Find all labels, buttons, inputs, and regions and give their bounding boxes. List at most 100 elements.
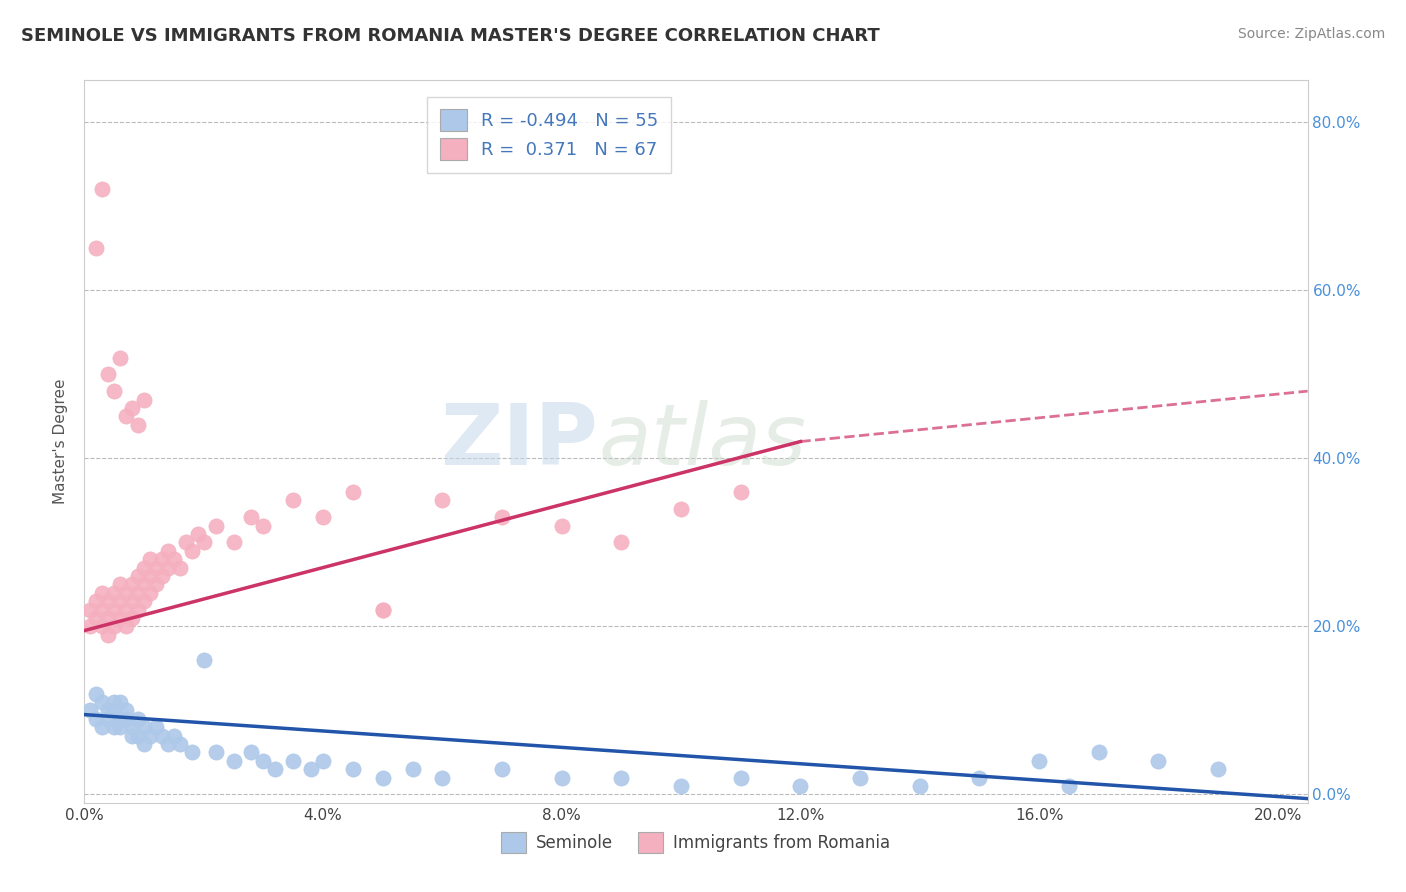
Point <box>342 762 364 776</box>
Point <box>115 703 138 717</box>
Point <box>84 687 107 701</box>
Point <box>91 586 114 600</box>
Point <box>156 543 179 558</box>
Point <box>193 653 215 667</box>
Point <box>127 729 149 743</box>
Point <box>132 577 155 591</box>
Point <box>103 384 125 398</box>
Point <box>127 712 149 726</box>
Point <box>551 518 574 533</box>
Point <box>84 712 107 726</box>
Point <box>252 754 274 768</box>
Point <box>312 754 335 768</box>
Point <box>551 771 574 785</box>
Point <box>789 779 811 793</box>
Point <box>132 720 155 734</box>
Point <box>163 552 186 566</box>
Point <box>371 602 394 616</box>
Point <box>169 560 191 574</box>
Point <box>84 611 107 625</box>
Point <box>150 552 173 566</box>
Point <box>97 703 120 717</box>
Point <box>342 485 364 500</box>
Point <box>103 695 125 709</box>
Point <box>610 535 633 549</box>
Point <box>121 611 143 625</box>
Point <box>145 577 167 591</box>
Point <box>139 729 162 743</box>
Point <box>264 762 287 776</box>
Point <box>97 368 120 382</box>
Point <box>222 754 245 768</box>
Point <box>108 712 131 726</box>
Point <box>121 720 143 734</box>
Point <box>312 510 335 524</box>
Point <box>115 409 138 424</box>
Point <box>103 619 125 633</box>
Point <box>669 501 692 516</box>
Point <box>103 586 125 600</box>
Point <box>187 527 209 541</box>
Point <box>108 611 131 625</box>
Text: atlas: atlas <box>598 400 806 483</box>
Point <box>139 552 162 566</box>
Point <box>150 569 173 583</box>
Point <box>115 602 138 616</box>
Point <box>108 695 131 709</box>
Point <box>127 417 149 432</box>
Point <box>401 762 423 776</box>
Point <box>252 518 274 533</box>
Point <box>121 729 143 743</box>
Point <box>115 619 138 633</box>
Point <box>299 762 322 776</box>
Point <box>908 779 931 793</box>
Legend: Seminole, Immigrants from Romania: Seminole, Immigrants from Romania <box>495 826 897 860</box>
Point <box>103 703 125 717</box>
Point <box>491 762 513 776</box>
Point <box>91 619 114 633</box>
Point <box>127 569 149 583</box>
Point <box>1028 754 1050 768</box>
Point <box>97 628 120 642</box>
Point <box>115 712 138 726</box>
Point <box>132 392 155 407</box>
Point <box>132 594 155 608</box>
Point <box>97 594 120 608</box>
Point <box>121 577 143 591</box>
Text: Source: ZipAtlas.com: Source: ZipAtlas.com <box>1237 27 1385 41</box>
Point <box>91 182 114 196</box>
Point <box>240 510 263 524</box>
Point <box>669 779 692 793</box>
Point <box>240 745 263 759</box>
Point <box>163 729 186 743</box>
Point <box>97 611 120 625</box>
Point <box>283 493 305 508</box>
Point <box>1206 762 1229 776</box>
Point <box>849 771 872 785</box>
Point <box>145 560 167 574</box>
Point <box>145 720 167 734</box>
Point <box>132 737 155 751</box>
Point <box>610 771 633 785</box>
Point <box>79 619 101 633</box>
Point <box>283 754 305 768</box>
Point <box>371 602 394 616</box>
Text: ZIP: ZIP <box>440 400 598 483</box>
Point <box>169 737 191 751</box>
Point <box>84 241 107 255</box>
Point <box>204 745 226 759</box>
Point <box>108 720 131 734</box>
Point <box>1057 779 1080 793</box>
Point <box>730 485 752 500</box>
Point <box>1147 754 1170 768</box>
Point <box>91 602 114 616</box>
Point <box>174 535 197 549</box>
Point <box>139 569 162 583</box>
Point <box>193 535 215 549</box>
Point <box>222 535 245 549</box>
Point <box>432 493 454 508</box>
Point <box>156 560 179 574</box>
Point <box>108 577 131 591</box>
Point <box>204 518 226 533</box>
Point <box>115 586 138 600</box>
